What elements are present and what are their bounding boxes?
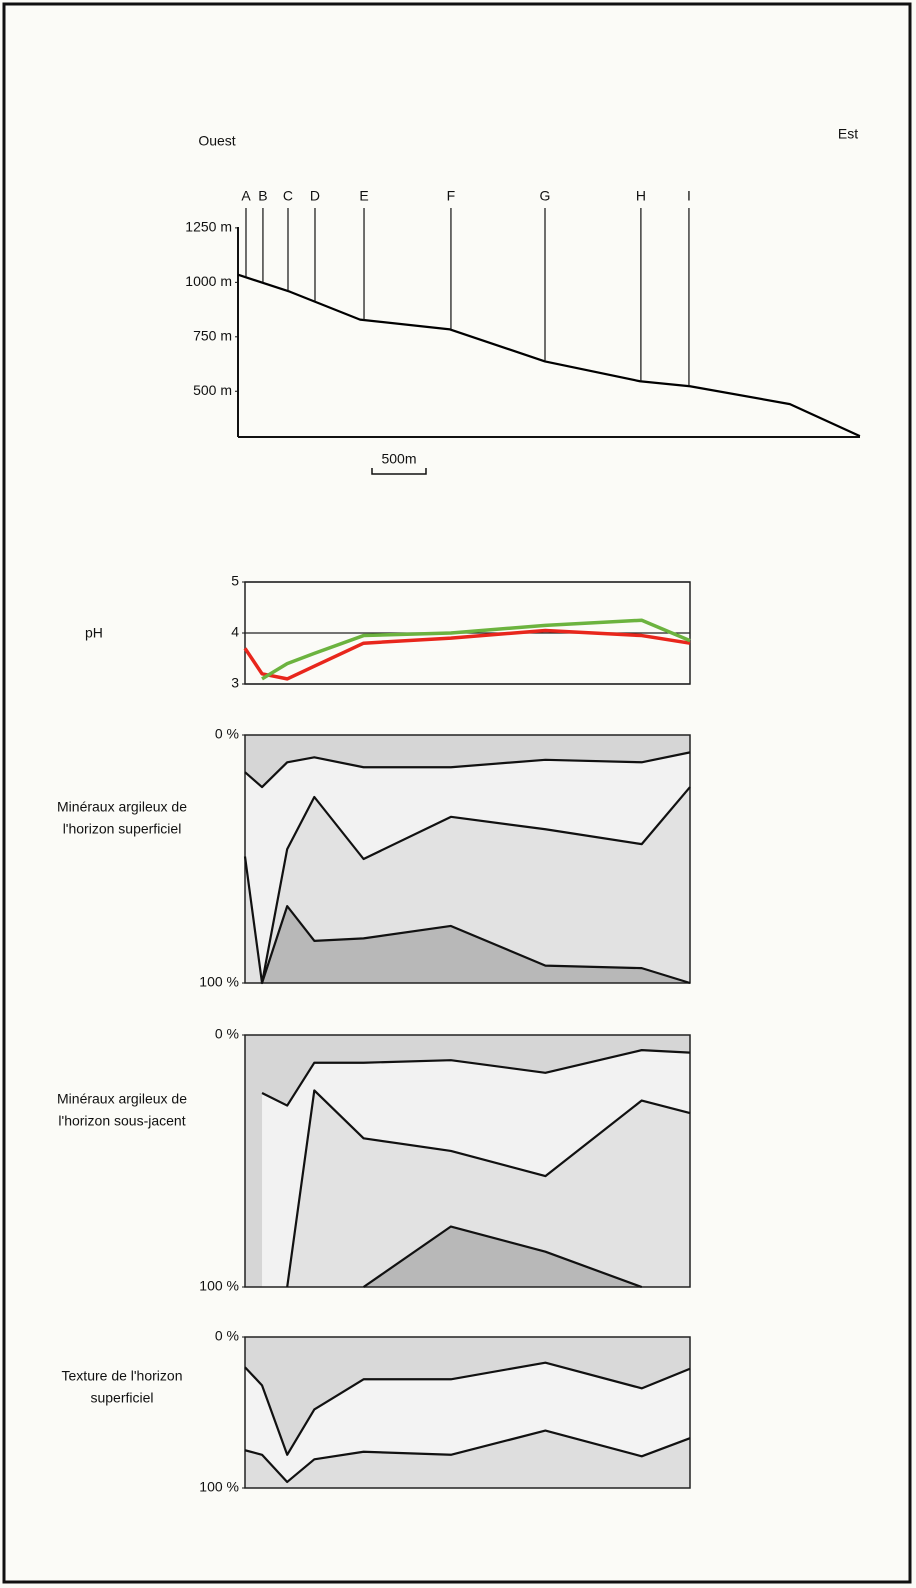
y-tick-label: 500 m — [193, 382, 232, 398]
plot-frame — [244, 1336, 691, 1489]
site-label: G — [540, 188, 551, 204]
chart-title: l'horizon superficiel — [63, 821, 182, 837]
y-tick-label: 100 % — [199, 1479, 239, 1495]
chart-title: l'horizon sous-jacent — [58, 1113, 185, 1129]
y-tick-label: 4 — [231, 624, 239, 640]
chart-title: Minéraux argileux de — [57, 799, 187, 815]
y-tick-label: 0 % — [215, 1026, 239, 1042]
area-band — [262, 906, 690, 983]
series-line — [362, 1225, 643, 1289]
area-band — [245, 1430, 690, 1488]
chart-title: Minéraux argileux de — [57, 1091, 187, 1107]
site-label: A — [241, 188, 251, 204]
y-tick-label: 0 % — [215, 1328, 239, 1344]
chart-title: pH — [85, 625, 103, 641]
site-label: I — [687, 188, 691, 204]
y-tick-label: 3 — [231, 675, 239, 691]
site-label: H — [636, 188, 646, 204]
series-line — [261, 1049, 691, 1107]
chart-title: Texture de l'horizon — [62, 1368, 183, 1384]
series-line — [244, 1361, 691, 1456]
series-line — [261, 618, 691, 681]
scale-bar — [371, 468, 427, 475]
y-tick-label: 100 % — [199, 974, 239, 990]
site-label: B — [258, 188, 267, 204]
scale-bar-label: 500m — [381, 451, 416, 467]
plot-frame — [244, 1034, 691, 1288]
area-band — [287, 1090, 690, 1287]
series-line — [243, 786, 691, 985]
area-band — [245, 787, 690, 983]
west-label: Ouest — [198, 133, 235, 149]
y-tick-label: 1250 m — [185, 219, 232, 235]
series-line — [244, 751, 691, 789]
series-line — [286, 1089, 691, 1288]
y-tick-label: 5 — [231, 573, 239, 589]
series-line — [237, 273, 861, 438]
series-line — [244, 1429, 691, 1484]
east-label: Est — [838, 126, 858, 142]
site-label: E — [359, 188, 368, 204]
site-label: C — [283, 188, 293, 204]
site-label: D — [310, 188, 320, 204]
area-band — [363, 1226, 642, 1287]
series-line — [260, 905, 691, 985]
site-label: F — [447, 188, 456, 204]
chart-title: superficiel — [90, 1390, 153, 1406]
y-tick-label: 0 % — [215, 726, 239, 742]
y-tick-label: 100 % — [199, 1278, 239, 1294]
y-tick-label: 1000 m — [185, 273, 232, 289]
y-tick-label: 750 m — [193, 328, 232, 344]
